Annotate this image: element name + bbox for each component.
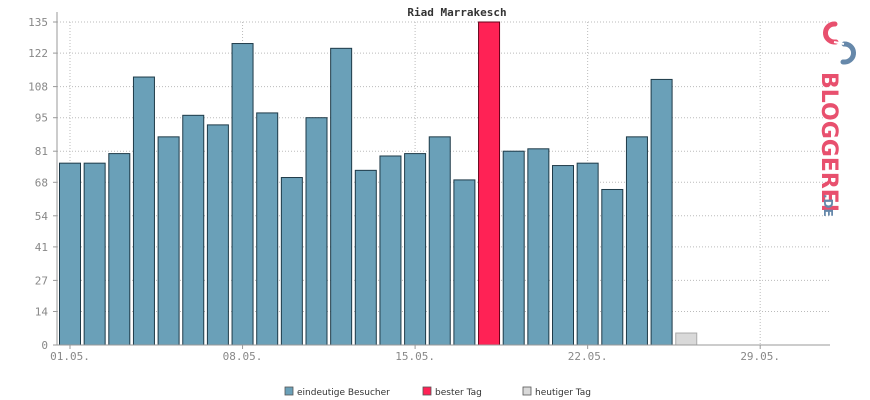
bloggerei-logo: BLOGGEREI .DE xyxy=(816,21,856,217)
bar-visitors xyxy=(206,124,229,346)
bar-visitors xyxy=(404,153,427,346)
bar-today xyxy=(675,332,698,346)
y-tick-label: 54 xyxy=(35,210,49,223)
bar-visitors xyxy=(108,153,131,346)
bar-visitors xyxy=(256,112,279,346)
x-tick-label: 29.05. xyxy=(740,350,780,363)
bar-visitors xyxy=(527,148,550,346)
legend-swatch xyxy=(522,386,532,396)
logo-suffix: .DE xyxy=(821,194,835,217)
bar-visitors xyxy=(83,162,106,346)
y-tick-label: 0 xyxy=(41,339,48,352)
legend-label: bester Tag xyxy=(435,388,482,398)
y-tick-label: 95 xyxy=(35,112,48,125)
bar-visitors xyxy=(157,136,180,346)
x-tick-label: 15.05. xyxy=(395,350,435,363)
bar-visitors xyxy=(552,165,574,346)
bars xyxy=(59,21,698,346)
legend-swatch xyxy=(422,386,432,396)
logo-mark-icon xyxy=(823,21,856,65)
x-tick-label: 08.05. xyxy=(223,350,263,363)
y-tick-label: 135 xyxy=(28,16,48,29)
bar-visitors xyxy=(280,177,303,346)
bar-visitors xyxy=(330,47,353,346)
bar-visitors xyxy=(453,179,476,346)
bar-visitors xyxy=(576,162,599,346)
bar-best-day xyxy=(478,21,501,346)
bar-visitors xyxy=(379,155,402,346)
legend-swatch xyxy=(284,386,294,396)
legend: eindeutige Besucher bester Tag heutiger Ta… xyxy=(284,386,591,398)
bar-visitors xyxy=(625,136,648,346)
y-tick-label: 68 xyxy=(35,176,48,189)
bar-visitors xyxy=(132,76,155,346)
y-tick-label: 122 xyxy=(28,47,48,60)
bar-visitors xyxy=(59,162,81,346)
bar-visitors xyxy=(428,136,451,346)
bar-visitors xyxy=(354,169,377,346)
bar-visitors xyxy=(650,78,673,346)
x-tick-label: 01.05. xyxy=(50,350,90,363)
y-tick-label: 14 xyxy=(35,306,49,319)
bar-visitors xyxy=(502,150,525,346)
bar-visitors xyxy=(182,114,205,346)
axes: 0 14 27 41 54 68 81 95 108 122 135 01.05. 08.05. 15.0… xyxy=(28,12,830,363)
y-tick-label: 81 xyxy=(35,145,48,158)
legend-label: eindeutige Besucher xyxy=(297,388,390,398)
y-tick-label: 41 xyxy=(35,241,48,254)
legend-label: heutiger Tag xyxy=(535,388,591,398)
chart-title: Riad Marrakesch xyxy=(407,6,506,19)
x-tick-label: 22.05. xyxy=(568,350,608,363)
bar-visitors xyxy=(231,43,254,346)
bar-visitors xyxy=(305,117,328,346)
bar-visitors xyxy=(601,188,624,346)
logo-text: BLOGGEREI xyxy=(816,72,841,212)
y-tick-label: 27 xyxy=(35,274,48,287)
y-tick-label: 108 xyxy=(28,81,48,94)
